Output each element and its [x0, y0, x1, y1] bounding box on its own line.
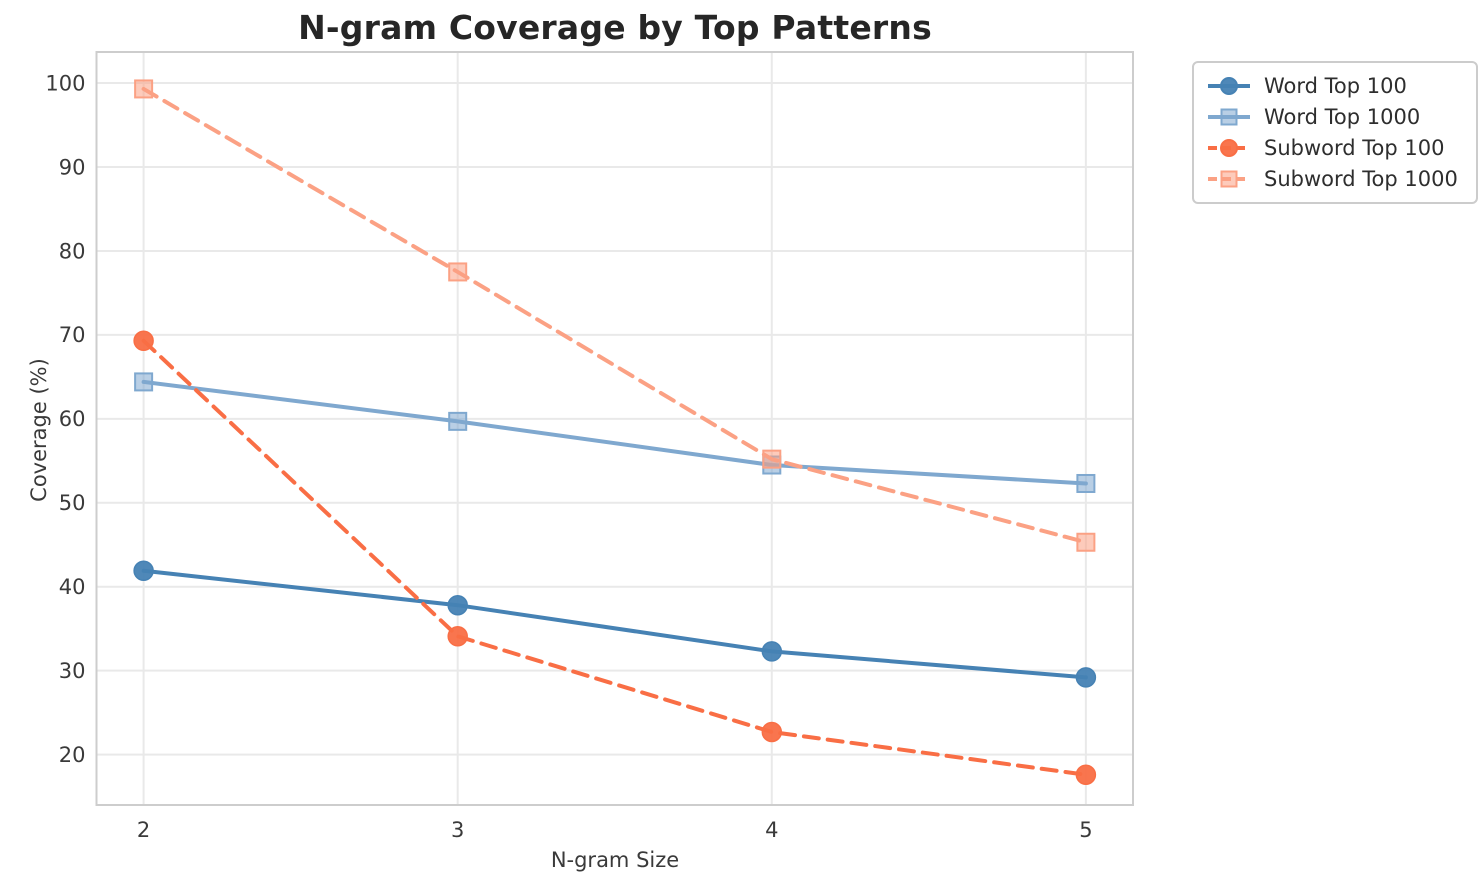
y-tick-label: 60 [59, 407, 86, 431]
line-square-marker-icon [1208, 108, 1250, 126]
legend-label: Subword Top 100 [1264, 136, 1445, 160]
y-tick-label: 90 [59, 155, 86, 179]
series-line-subword-top-1000 [141, 86, 1088, 545]
x-tick-label: 5 [1079, 818, 1092, 842]
y-tick-label: 20 [59, 743, 86, 767]
dashed-line-square-marker-icon [1208, 170, 1250, 188]
legend-item-word-top-1000: Word Top 1000 [1206, 105, 1458, 129]
legend-label: Word Top 100 [1264, 74, 1407, 98]
data-point-marker [1075, 764, 1097, 786]
legend-label: Word Top 1000 [1264, 105, 1421, 129]
data-point-marker [134, 372, 154, 392]
y-tick-label: 70 [59, 323, 86, 347]
dashed-line-circle-marker-icon [1208, 139, 1250, 157]
plot-border [95, 51, 1134, 806]
series-line-word-top-1000 [141, 379, 1088, 486]
data-point-marker [762, 449, 782, 469]
legend-item-subword-top-1000: Subword Top 1000 [1206, 167, 1458, 191]
data-point-marker [448, 262, 468, 282]
data-point-marker [761, 721, 783, 743]
line-circle-marker-icon [1208, 77, 1250, 95]
x-axis-label: N-gram Size [550, 848, 680, 872]
series-line-word-top-100 [141, 568, 1088, 680]
y-tick-label: 40 [59, 575, 86, 599]
legend-label: Subword Top 1000 [1264, 167, 1458, 191]
chart-title: N-gram Coverage by Top Patterns [298, 8, 932, 47]
data-point-marker [1076, 473, 1096, 493]
data-point-marker [1076, 532, 1096, 552]
x-tick-label: 4 [765, 818, 778, 842]
legend: Word Top 100 Word Top 1000 Subword Top 1… [1192, 61, 1478, 204]
data-point-marker [447, 594, 468, 616]
legend-item-subword-top-100: Subword Top 100 [1206, 136, 1458, 160]
y-tick-label: 100 [45, 71, 85, 95]
data-point-marker [134, 79, 154, 99]
data-point-marker [761, 641, 783, 662]
data-point-marker [447, 626, 468, 647]
data-point-marker [133, 560, 154, 582]
y-tick-label: 80 [59, 239, 86, 263]
x-tick-label: 2 [137, 818, 150, 842]
y-axis-label: Coverage (%) [27, 358, 51, 502]
data-point-marker [133, 330, 154, 352]
x-tick-label: 3 [451, 818, 464, 842]
y-tick-label: 50 [59, 491, 86, 515]
data-point-marker [448, 411, 468, 431]
legend-item-word-top-100: Word Top 100 [1206, 74, 1458, 98]
y-tick-label: 30 [59, 659, 86, 683]
series-line-subword-top-100 [141, 338, 1088, 777]
data-point-marker [1075, 667, 1097, 688]
